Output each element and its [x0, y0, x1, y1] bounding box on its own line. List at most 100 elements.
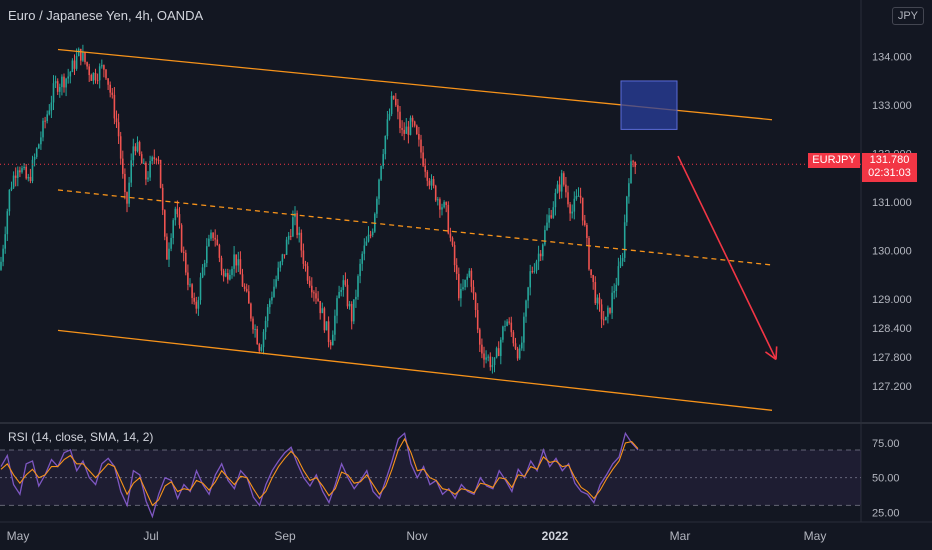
- candle-body: [109, 84, 111, 93]
- candle-body: [363, 245, 366, 254]
- candle-body: [210, 232, 212, 239]
- candle-body: [266, 307, 269, 321]
- drawings[interactable]: [0, 48, 861, 411]
- candle-body: [21, 168, 23, 173]
- candle-body: [290, 235, 292, 237]
- rsi-indicator-label[interactable]: RSI (14, close, SMA, 14, 2): [8, 430, 154, 444]
- price-tick-label: 133.000: [872, 100, 912, 112]
- candle-body: [12, 175, 15, 188]
- candle-body: [189, 284, 191, 286]
- candle-body: [353, 299, 355, 322]
- candle-body: [611, 292, 613, 313]
- symbol-badge: EURJPY: [808, 153, 860, 168]
- candle-body: [371, 231, 374, 236]
- candle-body: [86, 62, 88, 67]
- price-tick-label: 127.200: [872, 381, 912, 393]
- candle-body: [281, 254, 284, 262]
- currency-button[interactable]: JPY: [891, 7, 924, 25]
- candle-body: [115, 118, 118, 123]
- candle-body: [65, 78, 67, 88]
- candle-body: [413, 121, 416, 126]
- time-tick-label: 2022: [542, 529, 569, 543]
- candle-body: [342, 280, 345, 291]
- candle-body: [218, 245, 221, 258]
- candle-body: [254, 328, 256, 330]
- candle-body: [50, 102, 53, 111]
- candle-body: [178, 214, 181, 226]
- target-box[interactable]: [620, 80, 678, 130]
- candle-body: [128, 182, 130, 204]
- candle-body: [19, 170, 21, 173]
- candle-body: [174, 208, 177, 221]
- candle-body: [506, 321, 508, 326]
- candle-body: [619, 261, 622, 267]
- candle-body: [346, 284, 349, 307]
- candle-body: [542, 244, 544, 257]
- candle-body: [430, 179, 433, 186]
- candle-body: [40, 137, 42, 145]
- candle-body: [495, 348, 498, 358]
- price-tick-label: 128.400: [872, 323, 912, 335]
- candle-body: [323, 308, 326, 331]
- candle-body: [285, 239, 288, 255]
- candle-body: [182, 251, 185, 253]
- projection-arrow[interactable]: [677, 155, 777, 360]
- candle-body: [483, 353, 485, 360]
- candle-body: [111, 92, 114, 95]
- candle-body: [581, 197, 584, 221]
- candle-body: [560, 173, 563, 192]
- candle-body: [518, 348, 521, 359]
- candle-body: [533, 270, 536, 272]
- price-axis[interactable]: 134.000133.000132.000131.000130.000129.0…: [872, 52, 912, 393]
- candle-body: [208, 238, 210, 247]
- candle-body: [195, 301, 198, 309]
- candle-body: [271, 296, 273, 301]
- candle-body: [250, 303, 252, 319]
- candle-body: [277, 267, 279, 280]
- time-axis[interactable]: May Jul Sep Nov 2022 Mar May: [7, 529, 827, 543]
- candle-body: [462, 287, 464, 290]
- candle-body: [609, 307, 611, 313]
- candle-body: [378, 179, 380, 199]
- candle-body: [197, 300, 200, 309]
- rsi-tick-label: 75.00: [872, 438, 900, 450]
- candle-body: [132, 146, 135, 161]
- candle-body: [166, 236, 168, 260]
- candle-body: [359, 263, 361, 277]
- candle-body: [122, 158, 124, 174]
- candle-body: [626, 196, 628, 223]
- candle-body: [422, 152, 424, 166]
- middle-channel-line[interactable]: [57, 189, 773, 266]
- candle-body: [191, 284, 193, 298]
- candle-body: [315, 293, 317, 299]
- grid: [0, 0, 932, 523]
- candle-body: [338, 291, 340, 299]
- candle-body: [504, 325, 506, 327]
- candle-body: [6, 211, 9, 235]
- candle-body: [147, 177, 149, 180]
- candle-body: [245, 288, 248, 292]
- candle-body: [117, 122, 120, 137]
- candle-body: [502, 326, 504, 340]
- candle-body: [164, 210, 166, 237]
- candle-body: [596, 297, 599, 304]
- candle-body: [98, 66, 101, 81]
- candle-body: [159, 159, 162, 188]
- candle-body: [201, 267, 204, 278]
- candle-body: [460, 289, 462, 299]
- lower-channel-line[interactable]: [57, 329, 773, 411]
- candle-body: [598, 297, 601, 305]
- time-tick-label: May: [804, 529, 827, 543]
- candle-body: [485, 357, 487, 360]
- candle-body: [256, 328, 258, 345]
- candle-body: [428, 180, 431, 186]
- time-tick-label: Mar: [670, 529, 691, 543]
- candle-body: [602, 319, 605, 321]
- candle-body: [157, 159, 160, 161]
- candle-body: [510, 322, 513, 333]
- candle-body: [69, 72, 72, 77]
- candle-body: [632, 161, 634, 163]
- candle-body: [92, 72, 95, 81]
- candle-body: [586, 224, 588, 238]
